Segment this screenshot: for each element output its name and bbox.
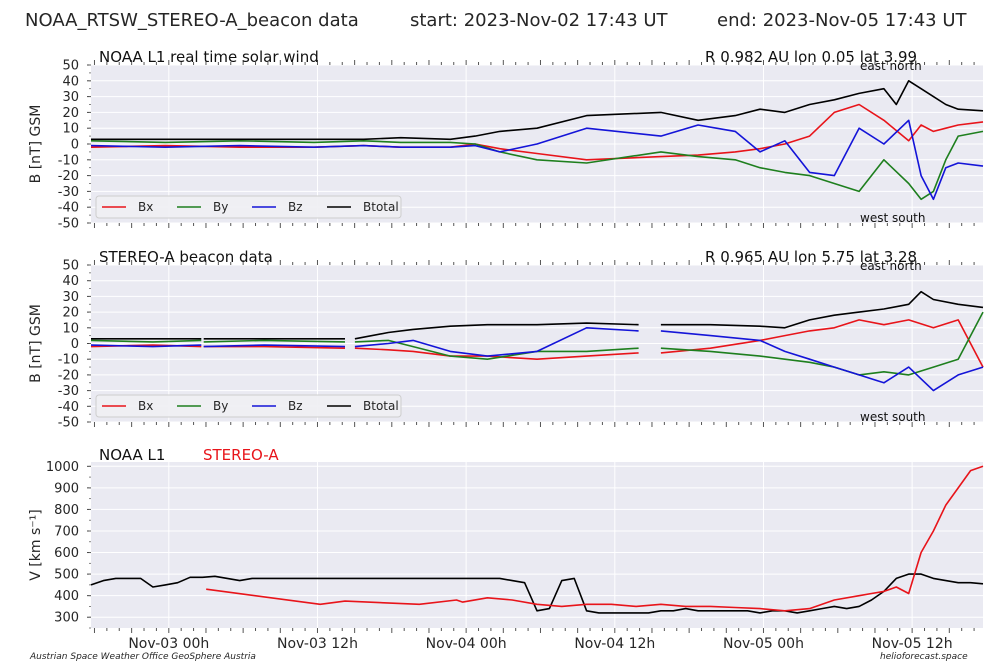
legend-text-noaa: NOAA L1 [99, 446, 165, 464]
legend-box [95, 195, 402, 219]
end-time-label: end: 2023-Nov-05 17:43 UT [717, 10, 967, 31]
y-tick-label: 1000 [46, 460, 79, 475]
y-tick-label: 0 [71, 138, 79, 153]
legend-label-bx: Bx [138, 200, 153, 214]
series-line-stereo-a [206, 465, 984, 612]
y-tick-label: 20 [62, 106, 79, 121]
series-line-btotal [354, 322, 639, 340]
y-tick-label: 50 [62, 59, 79, 74]
y-tick-label: 300 [54, 611, 79, 626]
series-line-btotal [660, 290, 984, 329]
position-readout: R 0.965 AU lon 5.75 lat 3.28 [705, 248, 917, 266]
y-tick-label: 10 [62, 321, 79, 336]
y-axis-label: B [nT] GSM [28, 105, 44, 184]
legend-label-bz: Bz [288, 399, 303, 413]
figure-title: NOAA_RTSW_STEREO-A_beacon data [25, 10, 359, 31]
x-tick-label: Nov-04 12h [574, 636, 655, 652]
y-tick-label: 20 [62, 306, 79, 321]
y-tick-label: 40 [62, 74, 79, 89]
series-line-bz [90, 344, 202, 348]
y-tick-label: 800 [54, 503, 79, 518]
legend-label-bx: Bx [138, 399, 153, 413]
series-line-bx [660, 319, 984, 368]
footer-credit-left: Austrian Space Weather Office GeoSphere … [30, 652, 256, 662]
x-tick-label: Nov-05 12h [872, 636, 953, 652]
y-tick-label: 400 [54, 589, 79, 604]
y-axis-label: B [nT] GSM [28, 304, 44, 383]
series-line-bz [90, 119, 984, 201]
series-line-bz [354, 326, 639, 357]
series-line-btotal [91, 80, 984, 141]
y-tick-label: -50 [58, 217, 79, 232]
y-tick-label: -50 [58, 416, 79, 431]
legend-label-bz: Bz [288, 200, 303, 214]
y-tick-label: 500 [54, 568, 79, 583]
y-tick-label: 30 [62, 90, 79, 105]
y-tick-label: -20 [58, 368, 79, 383]
corner-label-top: east north [860, 259, 922, 273]
y-tick-label: 30 [62, 290, 79, 305]
y-tick-label: 40 [62, 274, 79, 289]
corner-label-bottom: west south [860, 211, 925, 225]
panel-title: STEREO-A beacon data [99, 248, 273, 266]
y-tick-label: 10 [62, 122, 79, 137]
legend-label-by: By [213, 200, 228, 214]
x-tick-label: Nov-03 12h [277, 636, 358, 652]
y-tick-label: -40 [58, 201, 79, 216]
y-tick-label: 0 [71, 337, 79, 352]
series-line-by [203, 339, 346, 343]
y-tick-label: -10 [58, 153, 79, 168]
series-line-bz [660, 330, 984, 392]
corner-label-bottom: west south [860, 410, 925, 424]
series-line-bz [203, 344, 346, 348]
footer-credit-right: helioforecast.space [880, 652, 968, 662]
y-tick-label: -20 [58, 169, 79, 184]
corner-label-top: east north [860, 59, 922, 73]
y-tick-label: 700 [54, 524, 79, 539]
plot-area [91, 462, 983, 628]
y-tick-label: -10 [58, 353, 79, 368]
series-line-bx [354, 347, 639, 361]
y-tick-label: 600 [54, 546, 79, 561]
y-tick-label: -30 [58, 185, 79, 200]
panel-3: 300 400 500 600 700 800 900 1000 V [km s⁻¹] NOAA … [28, 446, 984, 652]
y-tick-label: 50 [62, 259, 79, 274]
legend-label-by: By [213, 399, 228, 413]
legend-label-btotal: Btotal [363, 399, 399, 413]
y-tick-label: 900 [54, 481, 79, 496]
x-tick-label: Nov-05 00h [723, 636, 804, 652]
y-tick-label: -40 [58, 400, 79, 415]
y-axis-label: V [km s⁻¹] [28, 509, 44, 580]
y-tick-label: -30 [58, 384, 79, 399]
panel-title: NOAA L1 real time solar wind [99, 48, 319, 66]
x-tick-label: Nov-04 00h [426, 636, 507, 652]
series-line-by [90, 339, 202, 343]
x-tick-label: Nov-03 00h [128, 636, 209, 652]
legend-label-btotal: Btotal [363, 200, 399, 214]
series-line-by [354, 339, 639, 361]
legend-text-stereo: STEREO-A [203, 446, 279, 464]
series-line-noaa-l1 [90, 573, 984, 614]
series-line-by [90, 130, 984, 201]
position-readout: R 0.982 AU lon 0.05 lat 3.99 [705, 48, 917, 66]
start-time-label: start: 2023-Nov-02 17:43 UT [410, 10, 668, 31]
legend-box [95, 394, 402, 418]
